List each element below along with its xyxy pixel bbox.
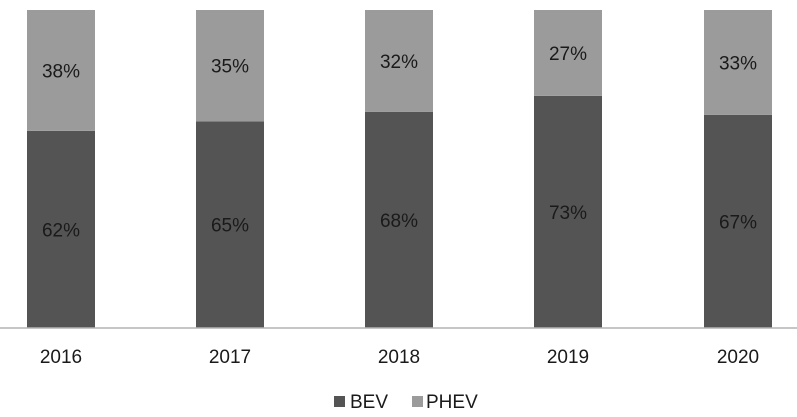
x-tick-2020: 2020: [717, 347, 759, 368]
bar-phev-2020: [704, 10, 772, 115]
legend-swatch-bev: [334, 396, 345, 407]
bar-phev-2016: [27, 10, 95, 131]
x-tick-2017: 2017: [209, 347, 251, 368]
data-label-phev-2017: 35%: [211, 57, 249, 78]
data-label-phev-2019: 27%: [549, 44, 587, 65]
data-label-bev-2016: 62%: [42, 220, 80, 241]
bar-bev-2020: [704, 114, 772, 328]
bars-layer: 62% 38% 65% 35% 68% 32% 73% 27% 67% 33%: [27, 10, 772, 328]
bar-phev-2017: [196, 10, 264, 122]
x-tick-2019: 2019: [547, 347, 589, 368]
legend-swatch-phev: [412, 396, 423, 407]
x-tick-labels: 2016 2017 2018 2019 2020: [40, 347, 759, 368]
bar-bev-2019: [534, 95, 602, 328]
legend: BEV PHEV: [334, 392, 478, 413]
bar-phev-2018: [365, 10, 433, 112]
legend-label-phev: PHEV: [426, 392, 478, 413]
x-tick-2018: 2018: [378, 347, 420, 368]
data-label-phev-2016: 38%: [42, 61, 80, 82]
data-label-bev-2020: 67%: [719, 212, 757, 233]
data-label-bev-2017: 65%: [211, 216, 249, 237]
bar-bev-2017: [196, 121, 264, 328]
data-label-bev-2018: 68%: [380, 211, 418, 232]
bar-bev-2016: [27, 130, 95, 328]
legend-label-bev: BEV: [350, 392, 388, 413]
data-label-phev-2018: 32%: [380, 52, 418, 73]
data-label-phev-2020: 33%: [719, 53, 757, 74]
x-tick-2016: 2016: [40, 347, 82, 368]
bar-phev-2019: [534, 10, 602, 96]
bar-bev-2018: [365, 111, 433, 328]
data-label-bev-2019: 73%: [549, 203, 587, 224]
